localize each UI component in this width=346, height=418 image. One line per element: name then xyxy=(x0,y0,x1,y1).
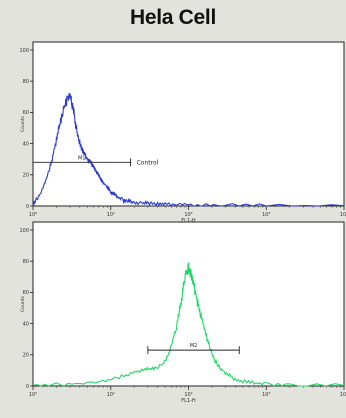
histogram-top: 0 20 40 60 80 100 Counts 10⁰ 10¹ 10² 10³ 10⁴ FL1-H M1… xyxy=(0,36,346,236)
y-tick-label-1-3: 60 xyxy=(23,290,29,296)
x-tick-label-0-3: 10³ xyxy=(262,212,270,218)
x-axis-label-0: FL1-H xyxy=(181,218,196,224)
y-tick-label-1-1: 20 xyxy=(23,353,29,359)
y-tick-label-0-5: 100 xyxy=(19,48,29,54)
y-tick-label-0-3: 60 xyxy=(23,110,29,116)
x-tick-label-1-3: 10³ xyxy=(262,392,270,398)
histogram-bottom-svg: 0 20 40 60 80 100 Counts 10⁰ 10¹ 10² 10³ 10⁴ FL1-H M2 xyxy=(19,221,346,404)
x-tick-label-1-2: 10² xyxy=(184,392,192,398)
y-tick-label-0-1: 20 xyxy=(23,173,29,179)
plot-area-0 xyxy=(32,41,345,207)
x-tick-label-1-0: 10⁰ xyxy=(29,392,37,398)
x-tick-label-0-0: 10⁰ xyxy=(29,212,37,218)
y-axis-label-0: Counts xyxy=(20,115,26,131)
annotation-0: Control xyxy=(137,159,159,166)
y-tick-label-1-5: 100 xyxy=(19,228,29,234)
x-tick-label-0-4: 10⁴ xyxy=(340,212,346,218)
plot-area-1 xyxy=(32,221,345,387)
y-tick-label-0-2: 40 xyxy=(23,141,29,147)
series-line-1-0 xyxy=(32,262,345,387)
y-tick-label-1-4: 80 xyxy=(23,259,29,265)
x-tick-label-0-2: 10² xyxy=(184,212,192,218)
chart-title: Hela Cell xyxy=(129,6,216,29)
gate-label-1: M2 xyxy=(190,343,198,349)
x-tick-label-1-1: 10¹ xyxy=(107,392,115,398)
series-line-0-0 xyxy=(32,92,345,207)
y-tick-label-1-2: 40 xyxy=(23,321,29,327)
y-tick-label-1-0: 0 xyxy=(26,384,29,390)
histogram-bottom: 0 20 40 60 80 100 Counts 10⁰ 10¹ 10² 10³ 10⁴ FL1-H M2 xyxy=(0,216,346,416)
x-tick-label-1-4: 10⁴ xyxy=(340,392,346,398)
histogram-top-svg: 0 20 40 60 80 100 Counts 10⁰ 10¹ 10² 10³ 10⁴ FL1-H M1… xyxy=(19,41,346,224)
y-tick-label-0-0: 0 xyxy=(26,204,29,210)
x-axis-label-1: FL1-H xyxy=(181,398,196,404)
x-tick-label-0-1: 10¹ xyxy=(107,212,115,218)
y-tick-label-0-4: 80 xyxy=(23,79,29,85)
y-axis-label-1: Counts xyxy=(20,295,26,311)
gate-label-0: M1 xyxy=(78,155,86,161)
